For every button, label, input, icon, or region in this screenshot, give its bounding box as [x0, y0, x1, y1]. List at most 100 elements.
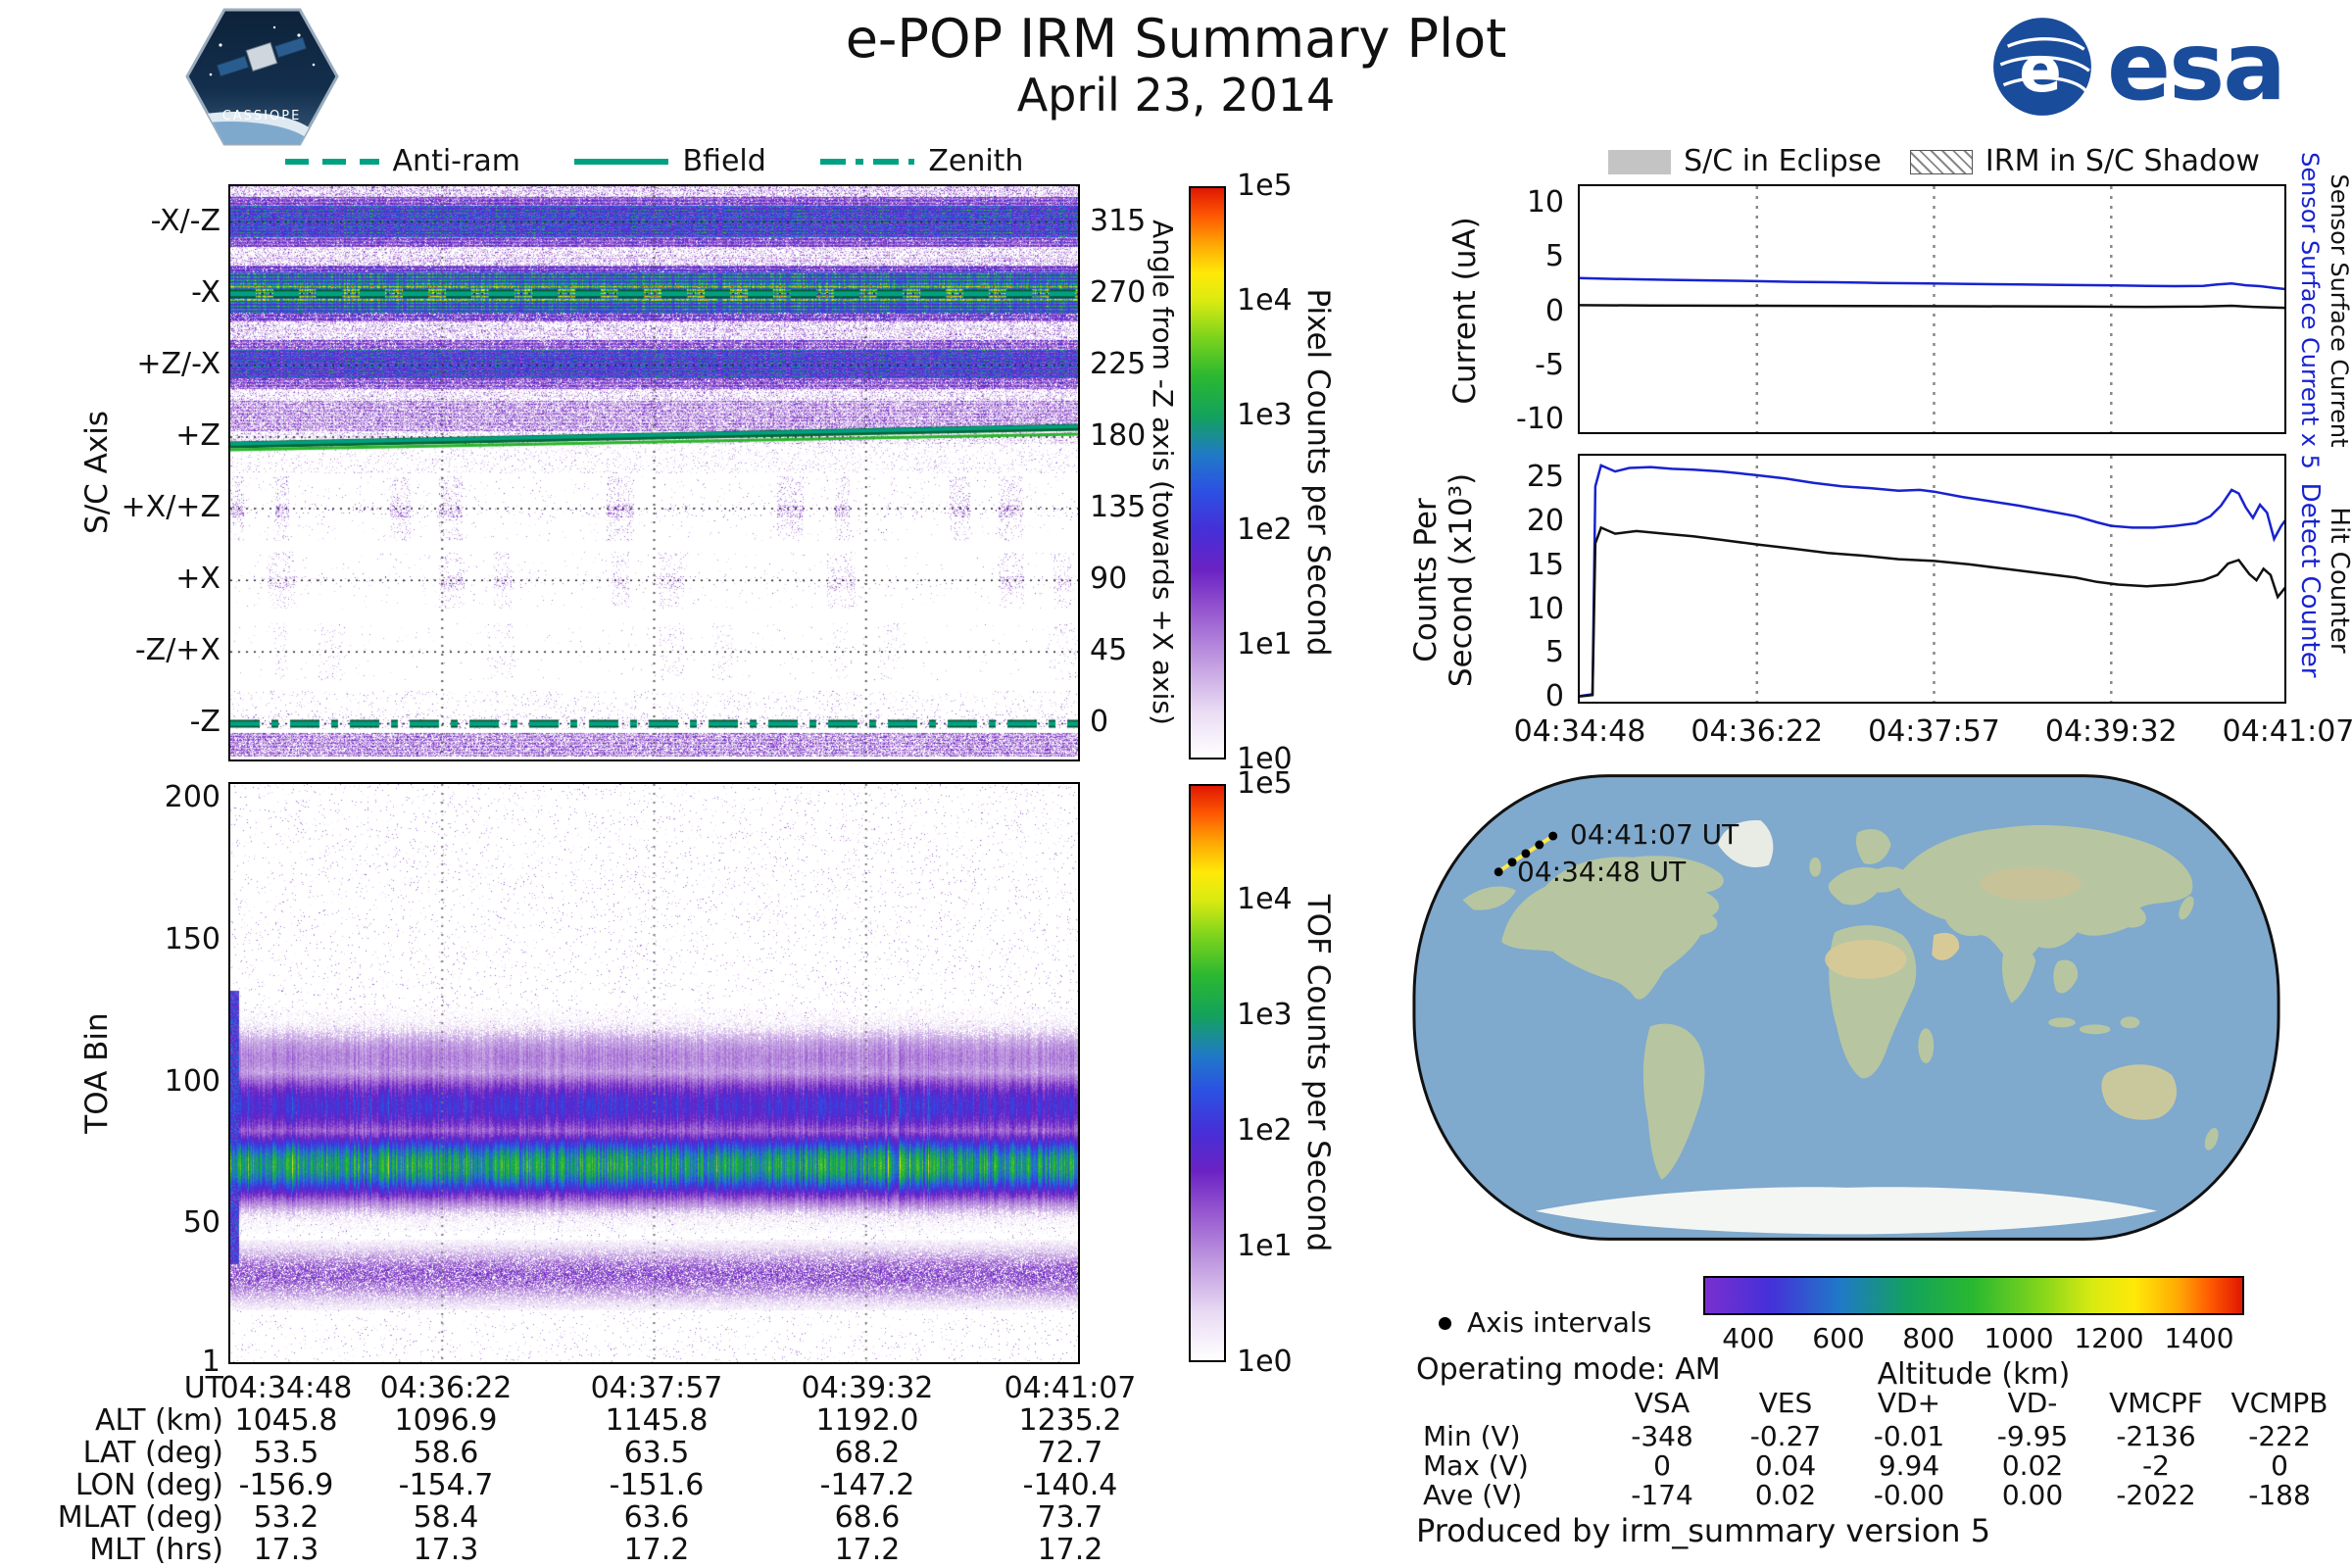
current-tick-label: -10 [1516, 402, 1564, 437]
ground-track-map [1409, 770, 2283, 1245]
voltage-value: -2022 [2116, 1479, 2196, 1511]
eclipse-label: S/C in Eclipse [1684, 144, 1882, 178]
esa-globe-icon: e [1993, 18, 2091, 116]
legend-item-anti-ram: Anti-ram [284, 147, 520, 176]
counts-ylabel-line1: Counts Per [1408, 498, 1445, 662]
ephemeris-value: 58.4 [413, 1500, 479, 1535]
time-tick-label: 04:36:22 [1690, 714, 1824, 749]
voltage-value: -222 [2248, 1420, 2311, 1452]
zenith-dashdot-line-sample [820, 159, 915, 165]
ephemeris-value: -140.4 [1022, 1468, 1118, 1502]
toa-tick-label: 50 [182, 1205, 220, 1241]
voltage-row-label: Ave (V) [1423, 1479, 1523, 1511]
track-end-time-label: 04:41:07 UT [1570, 818, 1740, 851]
sensor-surface-current-label: Sensor Surface Current [2325, 173, 2352, 448]
ephemeris-value: 04:34:48 [220, 1371, 353, 1405]
ephemeris-value: 17.2 [834, 1533, 901, 1567]
sensor-current-plot [1578, 184, 2286, 434]
altitude-colorbar-label: Altitude (km) [1877, 1357, 2071, 1392]
bfield-solid-line-sample [574, 159, 669, 165]
voltage-value: -2136 [2116, 1420, 2196, 1452]
ephemeris-row-label: ALT (km) [95, 1403, 223, 1438]
ephemeris-value: 17.3 [253, 1533, 319, 1567]
angle-tick-label: 90 [1090, 562, 1128, 597]
time-tick-label: 04:39:32 [2044, 714, 2178, 749]
ephemeris-value: 1192.0 [815, 1403, 919, 1438]
ephemeris-value: -156.9 [238, 1468, 334, 1502]
ephemeris-row-label: UT [183, 1371, 223, 1405]
ephemeris-value: 53.2 [253, 1500, 319, 1535]
ephemeris-value: 04:39:32 [801, 1371, 934, 1405]
voltage-value: -348 [1631, 1420, 1693, 1452]
voltage-value: -174 [1631, 1479, 1693, 1511]
ephemeris-value: 17.2 [623, 1533, 690, 1567]
voltage-value: -0.00 [1873, 1479, 1945, 1511]
ephemeris-value: 68.6 [834, 1500, 901, 1535]
voltage-value: 0.00 [2001, 1479, 2064, 1511]
sc-axis-band-label: +X/+Z [121, 490, 220, 525]
sc-axis-spectrogram [228, 184, 1080, 761]
counter-rates-plot [1578, 454, 2286, 704]
toa-tick-label: 1 [201, 1345, 220, 1379]
axis-intervals-legend: Axis intervals [1439, 1309, 1651, 1337]
cassiope-mission-logo: CASSIOPE [181, 6, 343, 148]
ephemeris-value: -151.6 [609, 1468, 705, 1502]
shadow-hatch-swatch [1909, 149, 1973, 174]
altitude-tick-label: 600 [1812, 1322, 1865, 1354]
ephemeris-value: 63.6 [623, 1500, 690, 1535]
detect-counter-label: Detect Counter [2294, 482, 2325, 678]
altitude-tick-label: 1000 [1984, 1322, 2054, 1354]
time-tick-label: 04:37:57 [1868, 714, 2000, 749]
altitude-tick-label: 1200 [2074, 1322, 2144, 1354]
pixel-colorbar-tick: 1e0 [1237, 742, 1293, 776]
satellite-ground-track [1494, 831, 1558, 877]
counts-tick-label: 25 [1526, 460, 1564, 495]
world-map-graphic [1412, 774, 2280, 1241]
voltage-col-header: VES [1758, 1387, 1813, 1419]
counts-tick-label: 5 [1544, 635, 1564, 670]
voltage-col-header: VD- [2007, 1387, 2058, 1419]
ephemeris-value: 1045.8 [234, 1403, 338, 1438]
tof-colorbar-tick: 1e5 [1237, 766, 1293, 801]
ephemeris-row-label: LON (deg) [74, 1468, 223, 1502]
sc-axis-band-label: -X [191, 274, 220, 310]
angle-axis-label: Angle from -Z axis (towards +X axis) [1147, 220, 1180, 725]
tof-colorbar-tick: 1e3 [1237, 998, 1293, 1032]
voltage-value: -9.95 [1996, 1420, 2069, 1452]
time-tick-label: 04:34:48 [1513, 714, 1646, 749]
ephemeris-value: 04:36:22 [379, 1371, 513, 1405]
voltage-row-label: Max (V) [1423, 1449, 1529, 1482]
angle-tick-label: 315 [1090, 203, 1147, 238]
sc-axis-band-label: -Z/+X [134, 633, 220, 668]
ephemeris-value: 68.2 [834, 1436, 901, 1470]
sc-axis-band-label: -Z [189, 705, 220, 740]
pixel-colorbar-tick: 1e1 [1237, 627, 1293, 662]
counts-tick-label: 10 [1526, 591, 1564, 626]
sc-axis-band-label: +Z/-X [136, 346, 220, 381]
ephemeris-row-label: LAT (deg) [82, 1436, 223, 1470]
voltage-value: -2 [2142, 1449, 2170, 1482]
pixel-colorbar-tick: 1e2 [1237, 513, 1293, 547]
eclipse-legend: S/C in Eclipse IRM in S/C Shadow [1580, 143, 2288, 180]
sc-axis-band-label: +Z [175, 417, 220, 453]
altitude-tick-label: 800 [1902, 1322, 1955, 1354]
ephemeris-value: 04:37:57 [590, 1371, 723, 1405]
satellite-icon [216, 36, 308, 77]
pixel-colorbar-tick: 1e4 [1237, 283, 1293, 318]
pixel-colorbar-tick: 1e5 [1237, 169, 1293, 203]
tof-spectrogram [228, 782, 1080, 1364]
tof-colorbar-tick: 1e4 [1237, 882, 1293, 916]
orientation-legend: Anti-ram Bfield Zenith [230, 143, 1078, 180]
tof-colorbar-tick: 1e2 [1237, 1113, 1293, 1148]
ephemeris-value: 63.5 [623, 1436, 690, 1470]
voltage-value: 0 [1653, 1449, 1671, 1482]
altitude-tick-label: 400 [1722, 1322, 1775, 1354]
hit-counter-label: Hit Counter [2324, 507, 2352, 654]
page-title: e-POP IRM Summary Plot [845, 8, 1507, 70]
counts-tick-label: 15 [1526, 547, 1564, 582]
legend-item-bfield: Bfield [574, 147, 766, 176]
angle-tick-label: 270 [1090, 274, 1147, 310]
voltage-col-header: VD+ [1877, 1387, 1941, 1419]
ephemeris-value: 17.3 [413, 1533, 479, 1567]
voltage-value: -0.27 [1749, 1420, 1822, 1452]
